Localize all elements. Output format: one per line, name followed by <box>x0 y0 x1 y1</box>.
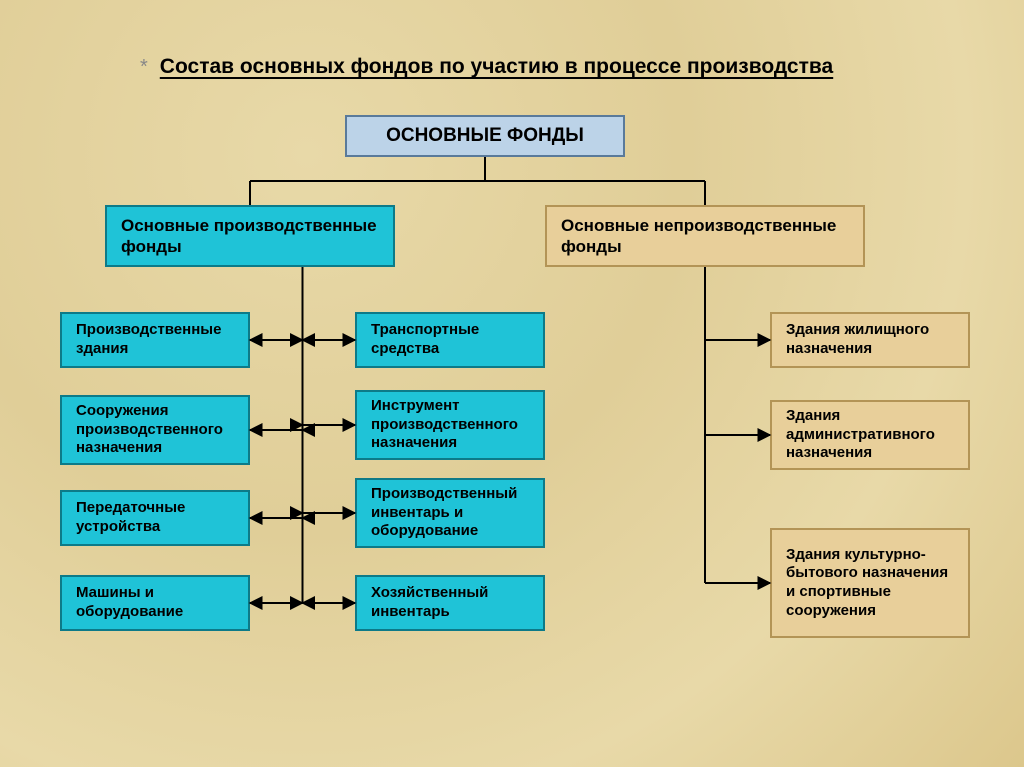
prod-col2-box-0: Транспортные средства <box>355 312 545 368</box>
nonprod-box-1: Здания административного назначения <box>770 400 970 470</box>
title-row: * Состав основных фондов по участию в пр… <box>140 55 833 79</box>
prod-col2-box-2: Производственный инвентарь и оборудовани… <box>355 478 545 548</box>
prod-col1-box-2: Передаточные устройства <box>60 490 250 546</box>
prod-col1-box-1: Сооружения производственного назначения <box>60 395 250 465</box>
asterisk-icon: * <box>140 57 148 77</box>
nonprod-box-0: Здания жилищного назначения <box>770 312 970 368</box>
nonproduction-head-box: Основные непроизводственные фонды <box>545 205 865 267</box>
prod-col2-box-3: Хозяйственный инвентарь <box>355 575 545 631</box>
nonprod-box-2: Здания культурно-бытового назначения и с… <box>770 528 970 638</box>
prod-col1-box-0: Производственные здания <box>60 312 250 368</box>
prod-col2-box-1: Инструмент производственного назначения <box>355 390 545 460</box>
root-box: ОСНОВНЫЕ ФОНДЫ <box>345 115 625 157</box>
page-title: Состав основных фондов по участию в проц… <box>160 55 833 79</box>
prod-col1-box-3: Машины и оборудование <box>60 575 250 631</box>
production-head-box: Основные производственные фонды <box>105 205 395 267</box>
